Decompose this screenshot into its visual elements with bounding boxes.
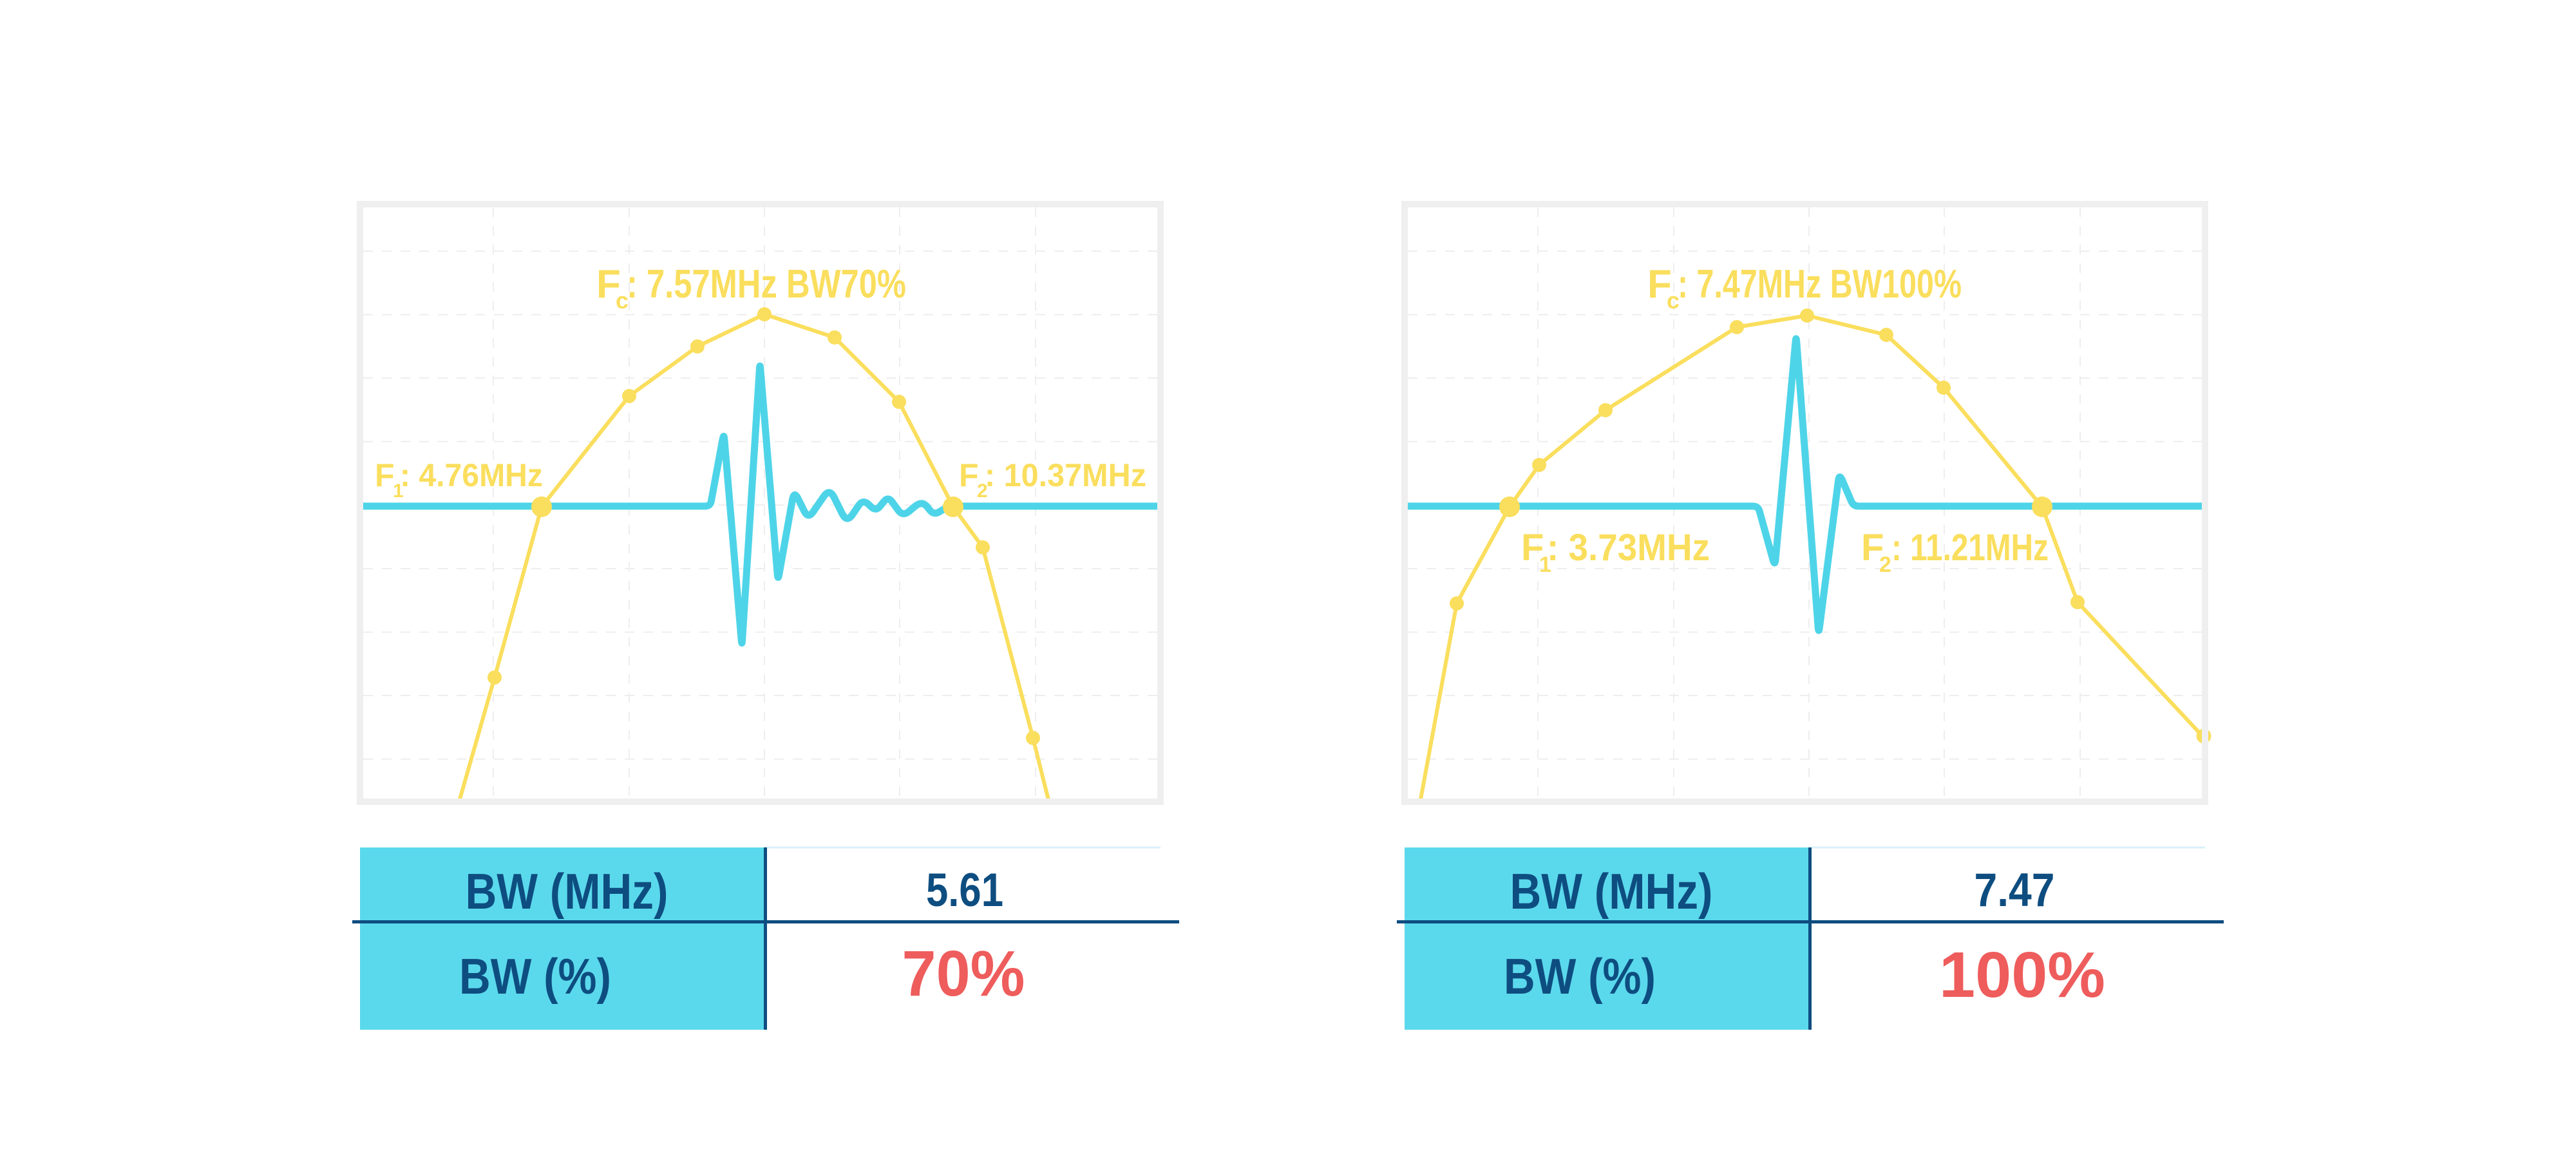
svg-text:1: 1	[393, 480, 404, 502]
svg-text:: 10.37MHz: : 10.37MHz	[985, 457, 1146, 493]
svg-text:: 7.57MHz BW70%: : 7.57MHz BW70%	[627, 262, 906, 307]
svg-text:7.47: 7.47	[1975, 864, 2055, 916]
svg-text:BW (MHz): BW (MHz)	[1510, 863, 1713, 920]
svg-text:100%: 100%	[1939, 939, 2105, 1011]
svg-text:F: F	[1521, 527, 1544, 569]
svg-text:c: c	[1667, 287, 1680, 314]
svg-text:F: F	[375, 457, 395, 493]
svg-text:5.61: 5.61	[926, 864, 1003, 916]
svg-text:F: F	[959, 457, 979, 493]
svg-text:: 11.21MHz: : 11.21MHz	[1891, 527, 2049, 569]
svg-text:BW (MHz): BW (MHz)	[466, 863, 668, 920]
svg-text:2: 2	[1879, 553, 1891, 577]
svg-text:BW (%): BW (%)	[1504, 948, 1656, 1005]
svg-text:: 3.73MHz: : 3.73MHz	[1547, 527, 1710, 569]
svg-text:F: F	[1861, 527, 1884, 569]
svg-text:F: F	[596, 262, 621, 307]
svg-text:: 7.47MHz BW100%: : 7.47MHz BW100%	[1678, 262, 1962, 307]
svg-text:70%: 70%	[902, 938, 1025, 1010]
svg-text:c: c	[616, 287, 629, 314]
svg-text:: 4.76MHz: : 4.76MHz	[400, 457, 543, 493]
svg-text:F: F	[1647, 262, 1672, 307]
svg-text:2: 2	[977, 480, 988, 502]
svg-text:1: 1	[1539, 553, 1551, 577]
svg-text:BW (%): BW (%)	[459, 948, 611, 1005]
